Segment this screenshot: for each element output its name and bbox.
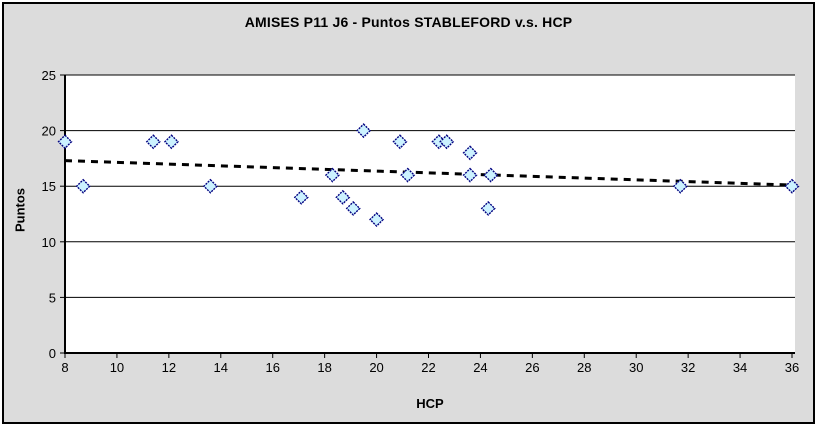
x-tick-label: 32 xyxy=(681,360,695,375)
data-point xyxy=(462,167,478,183)
y-tick-label: 25 xyxy=(42,68,56,83)
data-point xyxy=(293,189,309,205)
y-tick-label: 5 xyxy=(49,290,56,305)
data-point xyxy=(335,189,351,205)
data-point xyxy=(439,134,455,150)
data-point xyxy=(392,134,408,150)
data-point xyxy=(163,134,179,150)
data-point xyxy=(345,200,361,216)
data-point xyxy=(480,200,496,216)
x-tick-label: 12 xyxy=(162,360,176,375)
data-point xyxy=(369,212,385,228)
x-axis-title: HCP xyxy=(416,396,444,411)
data-point xyxy=(672,178,688,194)
x-tick-label: 24 xyxy=(473,360,487,375)
x-tick-label: 26 xyxy=(525,360,539,375)
data-point xyxy=(400,167,416,183)
x-tick-label: 16 xyxy=(265,360,279,375)
x-tick-label: 22 xyxy=(421,360,435,375)
data-point xyxy=(483,167,499,183)
y-tick-label: 10 xyxy=(42,235,56,250)
x-tick-label: 20 xyxy=(369,360,383,375)
y-tick-label: 20 xyxy=(42,124,56,139)
data-point xyxy=(57,134,73,150)
trendline xyxy=(64,159,793,187)
x-tick-label: 8 xyxy=(61,360,68,375)
x-tick-label: 10 xyxy=(110,360,124,375)
plot-area: 8 10 12 14 16 18 20 22 24 26 28 30 32 34 36 0 5 10 15 20 25 xyxy=(42,68,800,375)
x-tick-label: 28 xyxy=(577,360,591,375)
data-point xyxy=(356,123,372,139)
x-tick-label: 18 xyxy=(317,360,331,375)
data-point xyxy=(202,178,218,194)
x-tick-label: 34 xyxy=(733,360,747,375)
x-tick-label: 30 xyxy=(629,360,643,375)
data-point xyxy=(75,178,91,194)
data-point xyxy=(462,145,478,161)
x-tick-label: 14 xyxy=(214,360,228,375)
data-point xyxy=(784,178,800,194)
x-tick-label: 36 xyxy=(785,360,799,375)
y-tick-label: 15 xyxy=(42,179,56,194)
plot-background xyxy=(65,75,795,353)
data-point xyxy=(145,134,161,150)
y-tick-label: 0 xyxy=(49,346,56,361)
chart-title: AMISES P11 J6 - Puntos STABLEFORD v.s. H… xyxy=(244,14,573,30)
data-point xyxy=(324,167,340,183)
